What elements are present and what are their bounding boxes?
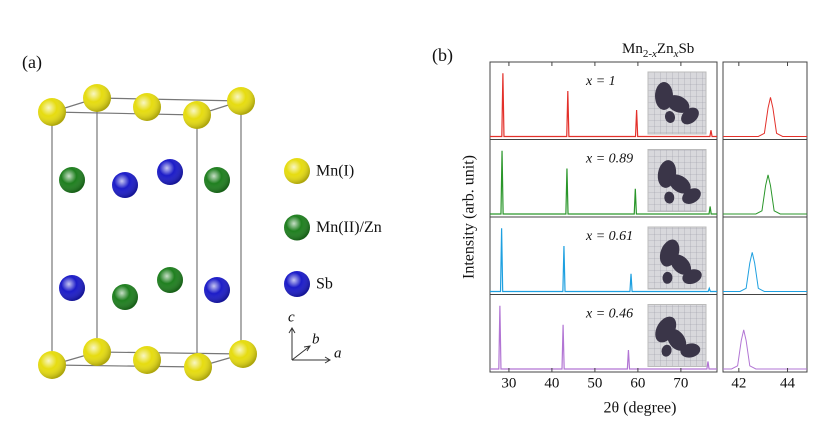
inset-x-tick-label: 42 (731, 375, 746, 391)
xrd-line (490, 150, 717, 215)
sample-piece (669, 174, 691, 194)
y-axis-label: Intensity (arb. unit) (461, 155, 478, 279)
sample-piece (680, 343, 701, 358)
inset-line (723, 174, 807, 215)
x-tick-label: 60 (630, 375, 645, 391)
sample-piece (662, 271, 673, 284)
legend-label: Sb (316, 276, 333, 293)
axis-b: b (312, 331, 320, 347)
atom-shine (112, 172, 138, 198)
axis-a: a (334, 345, 342, 361)
xrd-line (490, 305, 717, 370)
sample-piece (667, 329, 687, 351)
xrd-line (490, 73, 717, 138)
atom-shine (59, 167, 85, 193)
atom-shine (83, 338, 111, 366)
inset-line (723, 329, 807, 370)
plot-area: x = 1 x = 0.89 x = 0.61 x = 0.46 30 40 50 60 70 4… (489, 61, 808, 391)
legend-label: Mn(II)/Zn (316, 219, 382, 236)
atom-shine (157, 159, 183, 185)
atom-shine (133, 93, 161, 121)
x-tick-label: 50 (587, 375, 602, 391)
inset-frame (722, 294, 808, 373)
series-label: x = 1 (585, 74, 616, 89)
subplot-frame (489, 294, 718, 373)
x-tick-label: 30 (501, 375, 516, 391)
axes-indicator (288, 327, 331, 364)
atom-shine (133, 346, 161, 374)
x-axis-label: 2θ (degree) (604, 400, 677, 417)
sample-piece (664, 191, 675, 204)
atom-shine (204, 277, 230, 303)
atom-shine (204, 167, 230, 193)
x-tick-label: 40 (544, 375, 559, 391)
atom-shine (284, 271, 310, 297)
sample-piece (681, 107, 699, 125)
sample-piece (664, 111, 676, 123)
x-tick-label: 70 (673, 375, 688, 391)
sample-piece (682, 188, 701, 204)
atom-shine (183, 101, 211, 129)
legend-label: Mn(I) (316, 163, 354, 180)
series-label: x = 0.46 (585, 307, 633, 322)
inset-x-tick-label: 44 (780, 375, 796, 391)
legend: Mn(I) Mn(II)/Zn Sb (284, 158, 382, 297)
panel-label: (b) (432, 45, 453, 66)
inset-frame (722, 139, 808, 218)
atom-shine (227, 87, 255, 115)
atom-shine (184, 353, 212, 381)
sample-piece (666, 95, 690, 113)
axis-c: c (288, 309, 295, 325)
atom-shine (229, 340, 257, 368)
series-label: x = 0.61 (585, 229, 633, 244)
inset-frame (722, 216, 808, 295)
crystal-structure (38, 84, 257, 381)
atom-shine (38, 98, 66, 126)
atom-shine (112, 284, 138, 310)
atom-shine (38, 351, 66, 379)
atom-shine (59, 275, 85, 301)
atom-shine (284, 214, 310, 241)
panel-label: (a) (22, 52, 42, 73)
inset-line (723, 97, 807, 137)
xrd-line (490, 228, 717, 293)
atom-shine (284, 158, 310, 184)
chart-title: Mn2-xZnxSb (622, 41, 694, 59)
atom-shine (83, 84, 111, 112)
series-label: x = 0.89 (585, 152, 633, 167)
sample-piece (682, 269, 702, 285)
sample-piece (661, 344, 672, 357)
atom-shine (157, 267, 183, 293)
sample-piece (670, 254, 692, 275)
inset-line (723, 252, 807, 292)
